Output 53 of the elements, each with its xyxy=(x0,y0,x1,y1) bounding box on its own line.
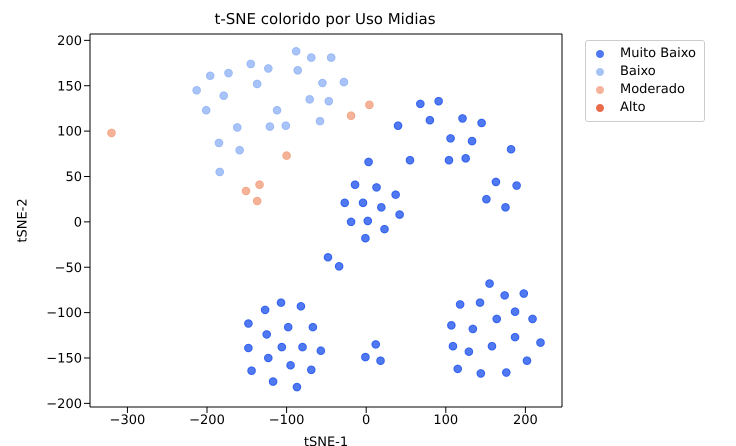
x-tick-label: 200 xyxy=(512,413,538,428)
point xyxy=(242,186,250,196)
legend-label: Baixo xyxy=(620,63,656,81)
point xyxy=(305,95,314,104)
point xyxy=(107,128,116,138)
y-tick-label: −200 xyxy=(46,396,82,412)
point xyxy=(346,111,356,120)
point xyxy=(318,78,327,88)
y-tick-label: 200 xyxy=(57,34,82,49)
point xyxy=(252,80,262,88)
point xyxy=(293,66,302,75)
x-tick-label: −100 xyxy=(268,413,304,428)
point xyxy=(215,168,224,176)
x-tick-label: 100 xyxy=(433,413,458,428)
point xyxy=(282,121,290,130)
y-tick-label: −100 xyxy=(46,306,82,322)
point xyxy=(266,122,274,131)
point xyxy=(272,106,282,115)
x-tick-label: −300 xyxy=(110,413,146,428)
point xyxy=(365,100,374,110)
point xyxy=(252,196,262,206)
point xyxy=(264,64,273,73)
point xyxy=(316,116,324,126)
point xyxy=(235,146,244,154)
legend-label: Muito Baixo xyxy=(620,45,696,63)
y-tick-label: −150 xyxy=(46,352,82,367)
x-tick-label: −200 xyxy=(189,413,225,428)
point xyxy=(232,123,242,132)
point xyxy=(326,53,336,62)
point xyxy=(282,151,291,160)
point xyxy=(219,91,228,100)
point xyxy=(192,86,201,95)
y-tick-label: −50 xyxy=(54,260,82,276)
y-tick-label: 150 xyxy=(57,79,82,94)
point xyxy=(324,96,334,106)
point xyxy=(206,71,214,80)
point xyxy=(306,53,316,62)
y-axis-title: tSNE-2 xyxy=(16,198,31,243)
point xyxy=(292,46,300,56)
point xyxy=(340,78,348,86)
y-tick-label: 0 xyxy=(74,215,82,230)
point xyxy=(224,68,233,78)
x-tick-label: 0 xyxy=(362,413,370,428)
x-axis-title: tSNE-1 xyxy=(304,435,348,446)
legend-label: Moderado xyxy=(620,81,685,99)
point xyxy=(246,60,256,68)
point xyxy=(214,138,224,148)
chart-title: t-SNE colorido por Uso Midias xyxy=(213,10,437,28)
point xyxy=(202,106,211,115)
point xyxy=(255,180,264,189)
y-tick-label: 50 xyxy=(65,170,82,186)
y-tick-label: 100 xyxy=(57,124,82,140)
legend-label: Alto xyxy=(620,99,646,117)
